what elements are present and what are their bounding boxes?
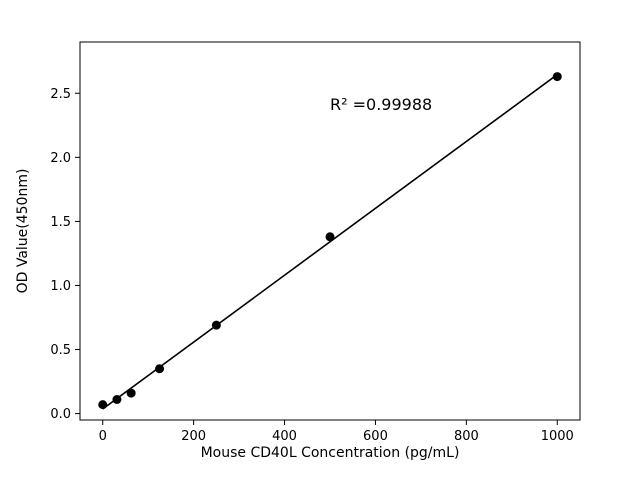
r-squared-annotation: R² =0.99988 <box>330 95 432 114</box>
x-tick-label: 400 <box>272 429 297 444</box>
axes-frame <box>79 41 581 421</box>
y-tick-label: 2.5 <box>50 87 71 102</box>
y-tick-label: 1.5 <box>50 215 71 230</box>
data-point <box>211 320 221 330</box>
x-tick-label: 1000 <box>541 429 574 444</box>
y-axis-label: OD Value(450nm) <box>15 169 31 294</box>
x-tick-label: 0 <box>99 429 107 444</box>
y-tick-label: 0.5 <box>50 343 71 358</box>
data-point <box>126 388 136 398</box>
fit-line <box>102 73 558 410</box>
y-tick-label: 2.0 <box>50 151 71 166</box>
data-point <box>98 400 108 410</box>
x-tick-label: 600 <box>363 429 388 444</box>
data-point <box>112 394 122 404</box>
x-axis-label: Mouse CD40L Concentration (pg/mL) <box>201 445 460 461</box>
data-point <box>325 232 335 242</box>
data-point <box>552 72 562 82</box>
data-point <box>155 364 165 374</box>
y-tick-label: 1.0 <box>50 279 71 294</box>
y-tick-label: 0.0 <box>50 407 71 422</box>
x-tick-label: 200 <box>181 429 206 444</box>
x-tick-label: 800 <box>454 429 479 444</box>
